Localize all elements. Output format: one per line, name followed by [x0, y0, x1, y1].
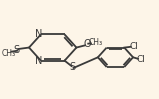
Text: CH₃: CH₃	[89, 38, 103, 47]
Text: N: N	[35, 56, 43, 66]
Text: N: N	[35, 29, 43, 39]
Text: CH₃: CH₃	[1, 49, 15, 58]
Text: Cl: Cl	[130, 42, 138, 51]
Text: Cl: Cl	[137, 55, 146, 64]
Text: O: O	[83, 39, 91, 49]
Text: S: S	[13, 45, 19, 55]
Text: S: S	[69, 62, 76, 72]
